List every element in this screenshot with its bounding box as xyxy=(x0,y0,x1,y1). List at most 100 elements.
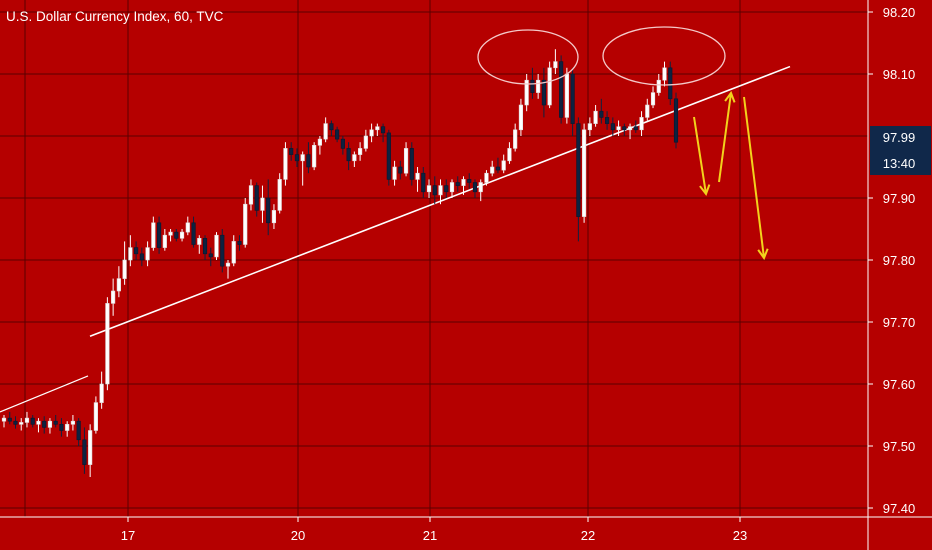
candle xyxy=(185,216,190,236)
candle-body xyxy=(616,126,621,131)
candle-body xyxy=(547,67,552,106)
candle xyxy=(30,415,35,428)
candle xyxy=(151,216,156,251)
candle-body xyxy=(564,73,569,118)
candle-body xyxy=(76,420,81,441)
candle-body xyxy=(461,179,466,186)
candle-body xyxy=(507,148,512,162)
candle-body xyxy=(627,126,633,131)
candle-body xyxy=(329,123,334,131)
candle xyxy=(266,179,271,236)
y-tick-label: 97.90 xyxy=(883,191,916,206)
candle-body xyxy=(19,422,24,425)
y-tick-label: 97.60 xyxy=(883,377,916,392)
candle xyxy=(340,136,345,155)
candle-body xyxy=(243,203,248,245)
candle xyxy=(490,160,495,177)
candle xyxy=(392,160,397,186)
candle xyxy=(59,418,64,437)
candle-body xyxy=(111,290,116,304)
candle xyxy=(386,129,391,186)
candle xyxy=(329,120,334,136)
candle xyxy=(375,123,380,136)
highlight-ellipse-left xyxy=(477,29,579,85)
candle xyxy=(162,229,167,251)
candle-body xyxy=(633,126,638,131)
candle-body xyxy=(128,247,133,261)
candle-body xyxy=(202,238,208,255)
candle xyxy=(13,416,18,429)
candle-body xyxy=(36,420,41,425)
candle-body xyxy=(673,98,679,143)
candle xyxy=(248,179,254,211)
candle-body xyxy=(392,166,397,180)
candle-body xyxy=(151,222,156,248)
candle xyxy=(53,415,58,428)
candle-body xyxy=(162,234,167,248)
countdown-label: 13:40 xyxy=(883,156,916,171)
candle-body xyxy=(317,138,322,146)
candle xyxy=(300,151,305,186)
candle-body xyxy=(220,234,225,267)
candle-body xyxy=(283,148,288,180)
candle-body xyxy=(93,402,98,431)
candle xyxy=(7,411,12,425)
y-tick-label: 97.40 xyxy=(883,501,916,516)
x-tick-label: 21 xyxy=(423,528,437,543)
candle-body xyxy=(214,234,219,258)
candles-layer xyxy=(1,49,679,477)
candle-body xyxy=(582,129,587,217)
y-tick-label: 98.10 xyxy=(883,67,916,82)
candle xyxy=(111,278,116,316)
candle-body xyxy=(88,430,93,465)
candle xyxy=(294,148,300,167)
candle-body xyxy=(24,417,30,423)
candle xyxy=(88,424,93,477)
candle-body xyxy=(47,420,53,428)
candle xyxy=(593,105,598,127)
arrow-head xyxy=(757,248,769,261)
candle-body xyxy=(599,110,604,118)
candle xyxy=(576,117,581,242)
candle-body xyxy=(358,148,363,155)
candle xyxy=(610,117,615,136)
candle xyxy=(438,179,443,205)
countdown-badge xyxy=(870,148,931,175)
arrow-shaft xyxy=(693,116,707,195)
candle xyxy=(501,154,506,174)
candle xyxy=(415,167,420,192)
candle-body xyxy=(42,420,47,428)
candle xyxy=(587,117,592,136)
candle xyxy=(604,111,610,130)
candle-body xyxy=(271,210,277,224)
candle xyxy=(449,179,455,198)
candle-body xyxy=(375,126,380,131)
candle-body xyxy=(553,61,558,69)
candle xyxy=(225,260,231,279)
candle xyxy=(1,415,7,428)
candle-body xyxy=(179,231,185,239)
candle-body xyxy=(639,117,644,131)
candle-body xyxy=(593,110,598,124)
candle xyxy=(507,142,512,164)
candle xyxy=(243,198,248,248)
candle-body xyxy=(352,154,357,162)
candle xyxy=(352,151,357,167)
candle-body xyxy=(59,423,64,431)
projection-arrow xyxy=(693,116,711,197)
candle xyxy=(478,179,483,202)
candle xyxy=(335,126,340,143)
candle-body xyxy=(398,166,403,174)
candle-body xyxy=(421,172,426,193)
candle-body xyxy=(472,182,478,193)
candle xyxy=(145,241,150,267)
candle xyxy=(283,142,288,186)
candle-body xyxy=(312,145,317,168)
candle-body xyxy=(53,420,58,425)
x-tick-label: 17 xyxy=(121,528,135,543)
candle xyxy=(622,123,627,136)
candle xyxy=(306,142,311,174)
candle-body xyxy=(116,278,121,292)
